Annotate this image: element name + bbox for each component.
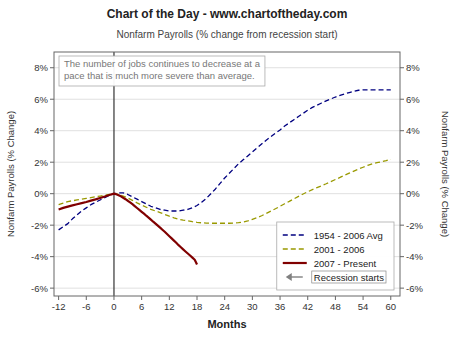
y-tick [50, 67, 54, 68]
x-tick-label: -6 [82, 301, 90, 312]
y-tick [50, 99, 54, 100]
x-tick [280, 296, 281, 300]
x-tick [335, 296, 336, 300]
x-axis: -12 -6 0 6 12 18 24 30 36 42 48 54 60 [52, 296, 396, 312]
x-tick-label: 0 [111, 301, 116, 312]
annotation-text: pace that is much more severe than avera… [64, 70, 255, 81]
x-tick [390, 296, 391, 300]
y2-tick-label: 8% [406, 62, 420, 73]
y2-axis-label: Nonfarm Payrolls (% Change) [440, 111, 451, 237]
x-tick-label: 30 [247, 301, 258, 312]
x-tick-label: 42 [302, 301, 313, 312]
y-tick [50, 225, 54, 226]
y-tick-label: 4% [34, 125, 48, 136]
y-axis: -6% -4% -2% 0% 2% 4% 6% 8% [31, 62, 54, 293]
annotation: The number of jobs continues to decrease… [59, 56, 265, 86]
subtitle: Nonfarm Payrolls (% change from recessio… [116, 29, 337, 40]
grid-line [54, 130, 400, 131]
x-tick-label: 48 [330, 301, 341, 312]
legend-swatch [283, 234, 307, 235]
y2-tick [400, 193, 404, 194]
x-tick [58, 296, 59, 300]
y2-tick-label: -6% [406, 283, 423, 294]
x-tick-label: 24 [219, 301, 230, 312]
y2-tick [400, 162, 404, 163]
legend-label: 2007 - Present [314, 258, 377, 269]
reference-line [113, 52, 114, 296]
y2-tick-label: 2% [406, 157, 420, 168]
x-tick-label: 6 [139, 301, 144, 312]
y2-tick [400, 99, 404, 100]
y-tick-label: 8% [34, 62, 48, 73]
y-tick-label: -6% [31, 283, 48, 294]
legend-label-box [312, 271, 386, 283]
y-tick-label: 6% [34, 94, 48, 105]
y2-tick [400, 256, 404, 257]
x-axis-label: Months [207, 318, 246, 330]
x-tick [224, 296, 225, 300]
x-tick [86, 296, 87, 300]
y2-tick-label: -4% [406, 251, 423, 262]
y-axis-label: Nonfarm Payrolls (% Change) [5, 111, 16, 237]
y2-tick-label: -2% [406, 220, 423, 231]
y-tick [50, 162, 54, 163]
legend-label: 2001 - 2006 [314, 244, 365, 255]
y-tick [50, 288, 54, 289]
y2-axis: -6% -4% -2% 0% 2% 4% 6% 8% [400, 62, 423, 293]
series-line [59, 159, 391, 223]
series-line [59, 90, 391, 230]
series-line [59, 194, 197, 265]
legend-label: Recession starts [314, 272, 384, 283]
legend-swatch [283, 248, 307, 249]
x-tick [307, 296, 308, 300]
y2-tick-label: 0% [406, 188, 420, 199]
y2-tick [400, 288, 404, 289]
y2-tick [400, 67, 404, 68]
x-tick-label: 54 [358, 301, 369, 312]
legend-label: 1954 - 2006 Avg [314, 230, 383, 241]
plot-area [59, 52, 391, 296]
x-tick-label: 36 [275, 301, 286, 312]
y-tick-label: -2% [31, 220, 48, 231]
y-tick-label: 2% [34, 157, 48, 168]
x-tick-label: 12 [164, 301, 175, 312]
title: Chart of the Day - www.chartoftheday.com [107, 7, 348, 21]
y2-tick [400, 130, 404, 131]
x-tick [363, 296, 364, 300]
x-tick [169, 296, 170, 300]
x-tick [197, 296, 198, 300]
x-tick-label: 60 [385, 301, 396, 312]
legend-swatch [283, 262, 307, 264]
y2-tick [400, 225, 404, 226]
y-tick [50, 256, 54, 257]
grid-line [54, 99, 400, 100]
x-tick-label: 18 [192, 301, 203, 312]
y-tick [50, 193, 54, 194]
annotation-box [59, 56, 265, 86]
x-tick [252, 296, 253, 300]
x-tick [113, 296, 114, 300]
legend-swatch [286, 273, 292, 281]
x-tick [141, 296, 142, 300]
y2-tick-label: 6% [406, 94, 420, 105]
y-tick [50, 130, 54, 131]
legend-box [277, 222, 394, 290]
grid-line [54, 193, 400, 194]
y-tick-label: 0% [34, 188, 48, 199]
x-tick-label: -12 [52, 301, 66, 312]
plot-frame [54, 52, 400, 296]
legend: 1954 - 2006 Avg 2001 - 2006 2007 - Present… [277, 222, 394, 290]
chart: Chart of the Day - www.chartoftheday.com… [0, 0, 454, 340]
y2-tick-label: 4% [406, 125, 420, 136]
grid-line [54, 162, 400, 163]
annotation-text: The number of jobs continues to decrease… [64, 58, 261, 69]
y-tick-label: -4% [31, 251, 48, 262]
